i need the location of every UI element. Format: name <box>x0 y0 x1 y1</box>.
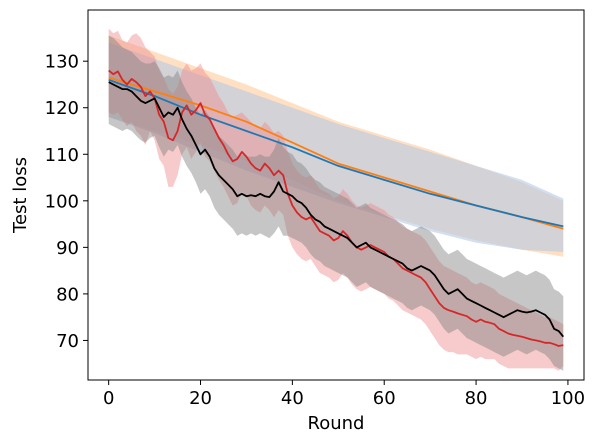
x-tick-label: 100 <box>551 388 585 409</box>
series-3-line <box>108 69 564 347</box>
confidence-bands <box>108 28 564 371</box>
y-tick-label: 120 <box>45 98 79 119</box>
x-tick-label: 80 <box>465 388 488 409</box>
y-tick-label: 90 <box>56 238 79 259</box>
plot-area-frame <box>87 9 585 381</box>
series-4-line <box>108 81 564 338</box>
x-tick-label: 40 <box>281 388 304 409</box>
y-tick-label: 100 <box>45 191 79 212</box>
y-axis-ticks: 70 80 90 100 110 120 130 <box>45 52 88 352</box>
y-tick-label: 80 <box>56 284 79 305</box>
y-axis-label: Test loss <box>10 157 31 234</box>
y-tick-label: 70 <box>56 331 79 352</box>
series-4-band <box>108 35 564 371</box>
series-3-band <box>108 28 564 371</box>
series-lines <box>108 69 564 347</box>
x-tick-label: 0 <box>103 388 114 409</box>
x-tick-label: 60 <box>373 388 396 409</box>
x-tick-label: 20 <box>189 388 212 409</box>
y-tick-label: 110 <box>45 145 79 166</box>
y-tick-label: 130 <box>45 52 79 73</box>
x-axis-ticks: 0 20 40 60 80 100 <box>103 380 585 409</box>
x-axis-label: Round <box>308 413 365 434</box>
